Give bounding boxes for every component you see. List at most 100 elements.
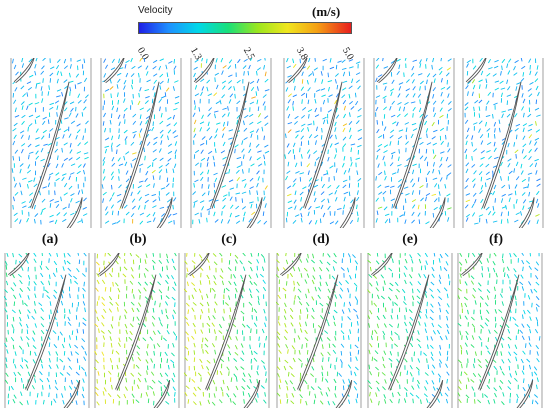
velocity-arrow — [528, 342, 532, 347]
velocity-arrow — [459, 330, 462, 336]
velocity-arrow — [389, 105, 392, 111]
velocity-arrow — [233, 281, 237, 287]
velocity-arrow — [161, 309, 163, 315]
velocity-arrow — [207, 315, 211, 321]
velocity-arrow — [342, 136, 347, 141]
velocity-arrow — [207, 93, 213, 97]
velocity-arrow — [443, 287, 448, 292]
velocity-arrow — [207, 399, 211, 405]
velocity-arrow — [234, 351, 239, 356]
velocity-arrow — [167, 135, 169, 141]
velocity-arrow — [241, 323, 246, 328]
velocity-arrow — [384, 219, 389, 224]
velocity-arrow — [294, 295, 296, 300]
velocity-arrow — [446, 193, 451, 197]
velocity-arrow — [136, 384, 140, 389]
velocity-arrow — [81, 273, 86, 277]
velocity-arrow — [236, 119, 239, 125]
velocity-arrow — [520, 163, 523, 169]
velocity-arrow — [167, 116, 172, 120]
velocity-arrow — [250, 86, 255, 92]
velocity-arrow — [242, 253, 246, 257]
velocity-arrow — [335, 93, 339, 98]
velocity-arrow — [143, 273, 146, 278]
velocity-arrow — [487, 91, 492, 96]
velocity-arrow — [457, 294, 461, 300]
velocity-arrow — [446, 86, 451, 90]
velocity-arrow — [431, 193, 437, 196]
velocity-arrow — [194, 59, 199, 63]
velocity-arrow — [257, 295, 260, 301]
velocity-arrow — [486, 258, 489, 263]
velocity-arrow — [478, 106, 481, 111]
velocity-arrow — [185, 302, 190, 307]
velocity-arrow — [348, 399, 351, 405]
velocity-arrow — [284, 293, 287, 299]
velocity-arrow — [500, 351, 503, 356]
velocity-arrow — [391, 258, 394, 264]
velocity-arrow — [104, 148, 108, 154]
velocity-arrow — [111, 156, 115, 162]
velocity-arrow — [75, 351, 79, 355]
velocity-arrow — [335, 220, 339, 225]
velocity-arrow — [147, 343, 149, 349]
velocity-arrow — [193, 183, 195, 188]
velocity-arrow — [200, 91, 203, 97]
velocity-arrow — [264, 144, 269, 148]
velocity-arrow — [139, 114, 142, 119]
velocity-arrow — [305, 400, 308, 406]
velocity-arrow — [192, 302, 197, 306]
blade-upper — [188, 253, 210, 277]
velocity-arrow — [115, 282, 119, 287]
velocity-arrow — [199, 127, 203, 132]
velocity-arrow — [19, 168, 22, 174]
velocity-arrow — [199, 121, 205, 125]
velocity-arrow — [426, 142, 432, 146]
velocity-arrow — [457, 392, 461, 397]
velocity-arrow — [472, 183, 476, 188]
velocity-arrow — [202, 349, 204, 354]
velocity-arrow — [248, 218, 252, 223]
velocity-arrow — [123, 85, 126, 90]
velocity-arrow — [320, 352, 324, 357]
velocity-arrow — [347, 364, 352, 369]
velocity-arrow — [340, 343, 345, 348]
velocity-arrow — [354, 260, 359, 265]
velocity-arrow — [208, 135, 213, 140]
velocity-arrow — [235, 220, 241, 224]
velocity-arrow — [249, 378, 252, 384]
velocity-arrow — [301, 363, 303, 368]
velocity-arrow — [292, 63, 297, 68]
velocity-arrow — [255, 143, 260, 148]
velocity-arrow — [290, 322, 294, 327]
velocity-arrow — [101, 279, 106, 284]
velocity-arrow — [285, 87, 289, 92]
velocity-arrow — [138, 163, 144, 167]
velocity-arrow — [109, 357, 113, 363]
velocity-arrow — [431, 273, 435, 278]
velocity-arrow — [206, 359, 211, 364]
velocity-arrow — [391, 154, 394, 160]
velocity-arrow — [48, 253, 52, 257]
velocity-arrow — [200, 309, 204, 314]
velocity-arrow — [159, 106, 161, 112]
velocity-arrow — [390, 91, 393, 97]
velocity-arrow — [194, 93, 200, 97]
velocity-arrow — [68, 80, 74, 83]
velocity-arrow — [466, 63, 469, 68]
velocity-arrow — [165, 192, 170, 196]
velocity-arrow — [306, 302, 310, 307]
velocity-arrow — [297, 267, 301, 272]
velocity-arrow — [84, 307, 86, 313]
velocity-arrow — [396, 70, 400, 76]
velocity-arrow — [286, 143, 290, 148]
velocity-arrow — [294, 162, 298, 168]
velocity-arrow — [144, 100, 149, 105]
velocity-arrow — [20, 148, 24, 154]
velocity-arrow — [171, 377, 175, 383]
blade-upper — [461, 253, 483, 277]
velocity-arrow — [288, 93, 292, 97]
velocity-arrow — [242, 391, 245, 396]
velocity-arrow — [55, 136, 60, 140]
velocity-arrow — [194, 149, 200, 154]
